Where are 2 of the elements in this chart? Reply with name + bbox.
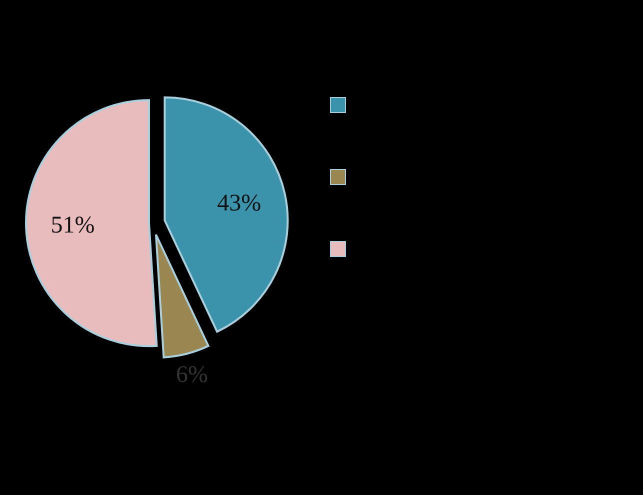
- data-label: 43%: [217, 190, 262, 217]
- data-label: 51%: [50, 212, 95, 239]
